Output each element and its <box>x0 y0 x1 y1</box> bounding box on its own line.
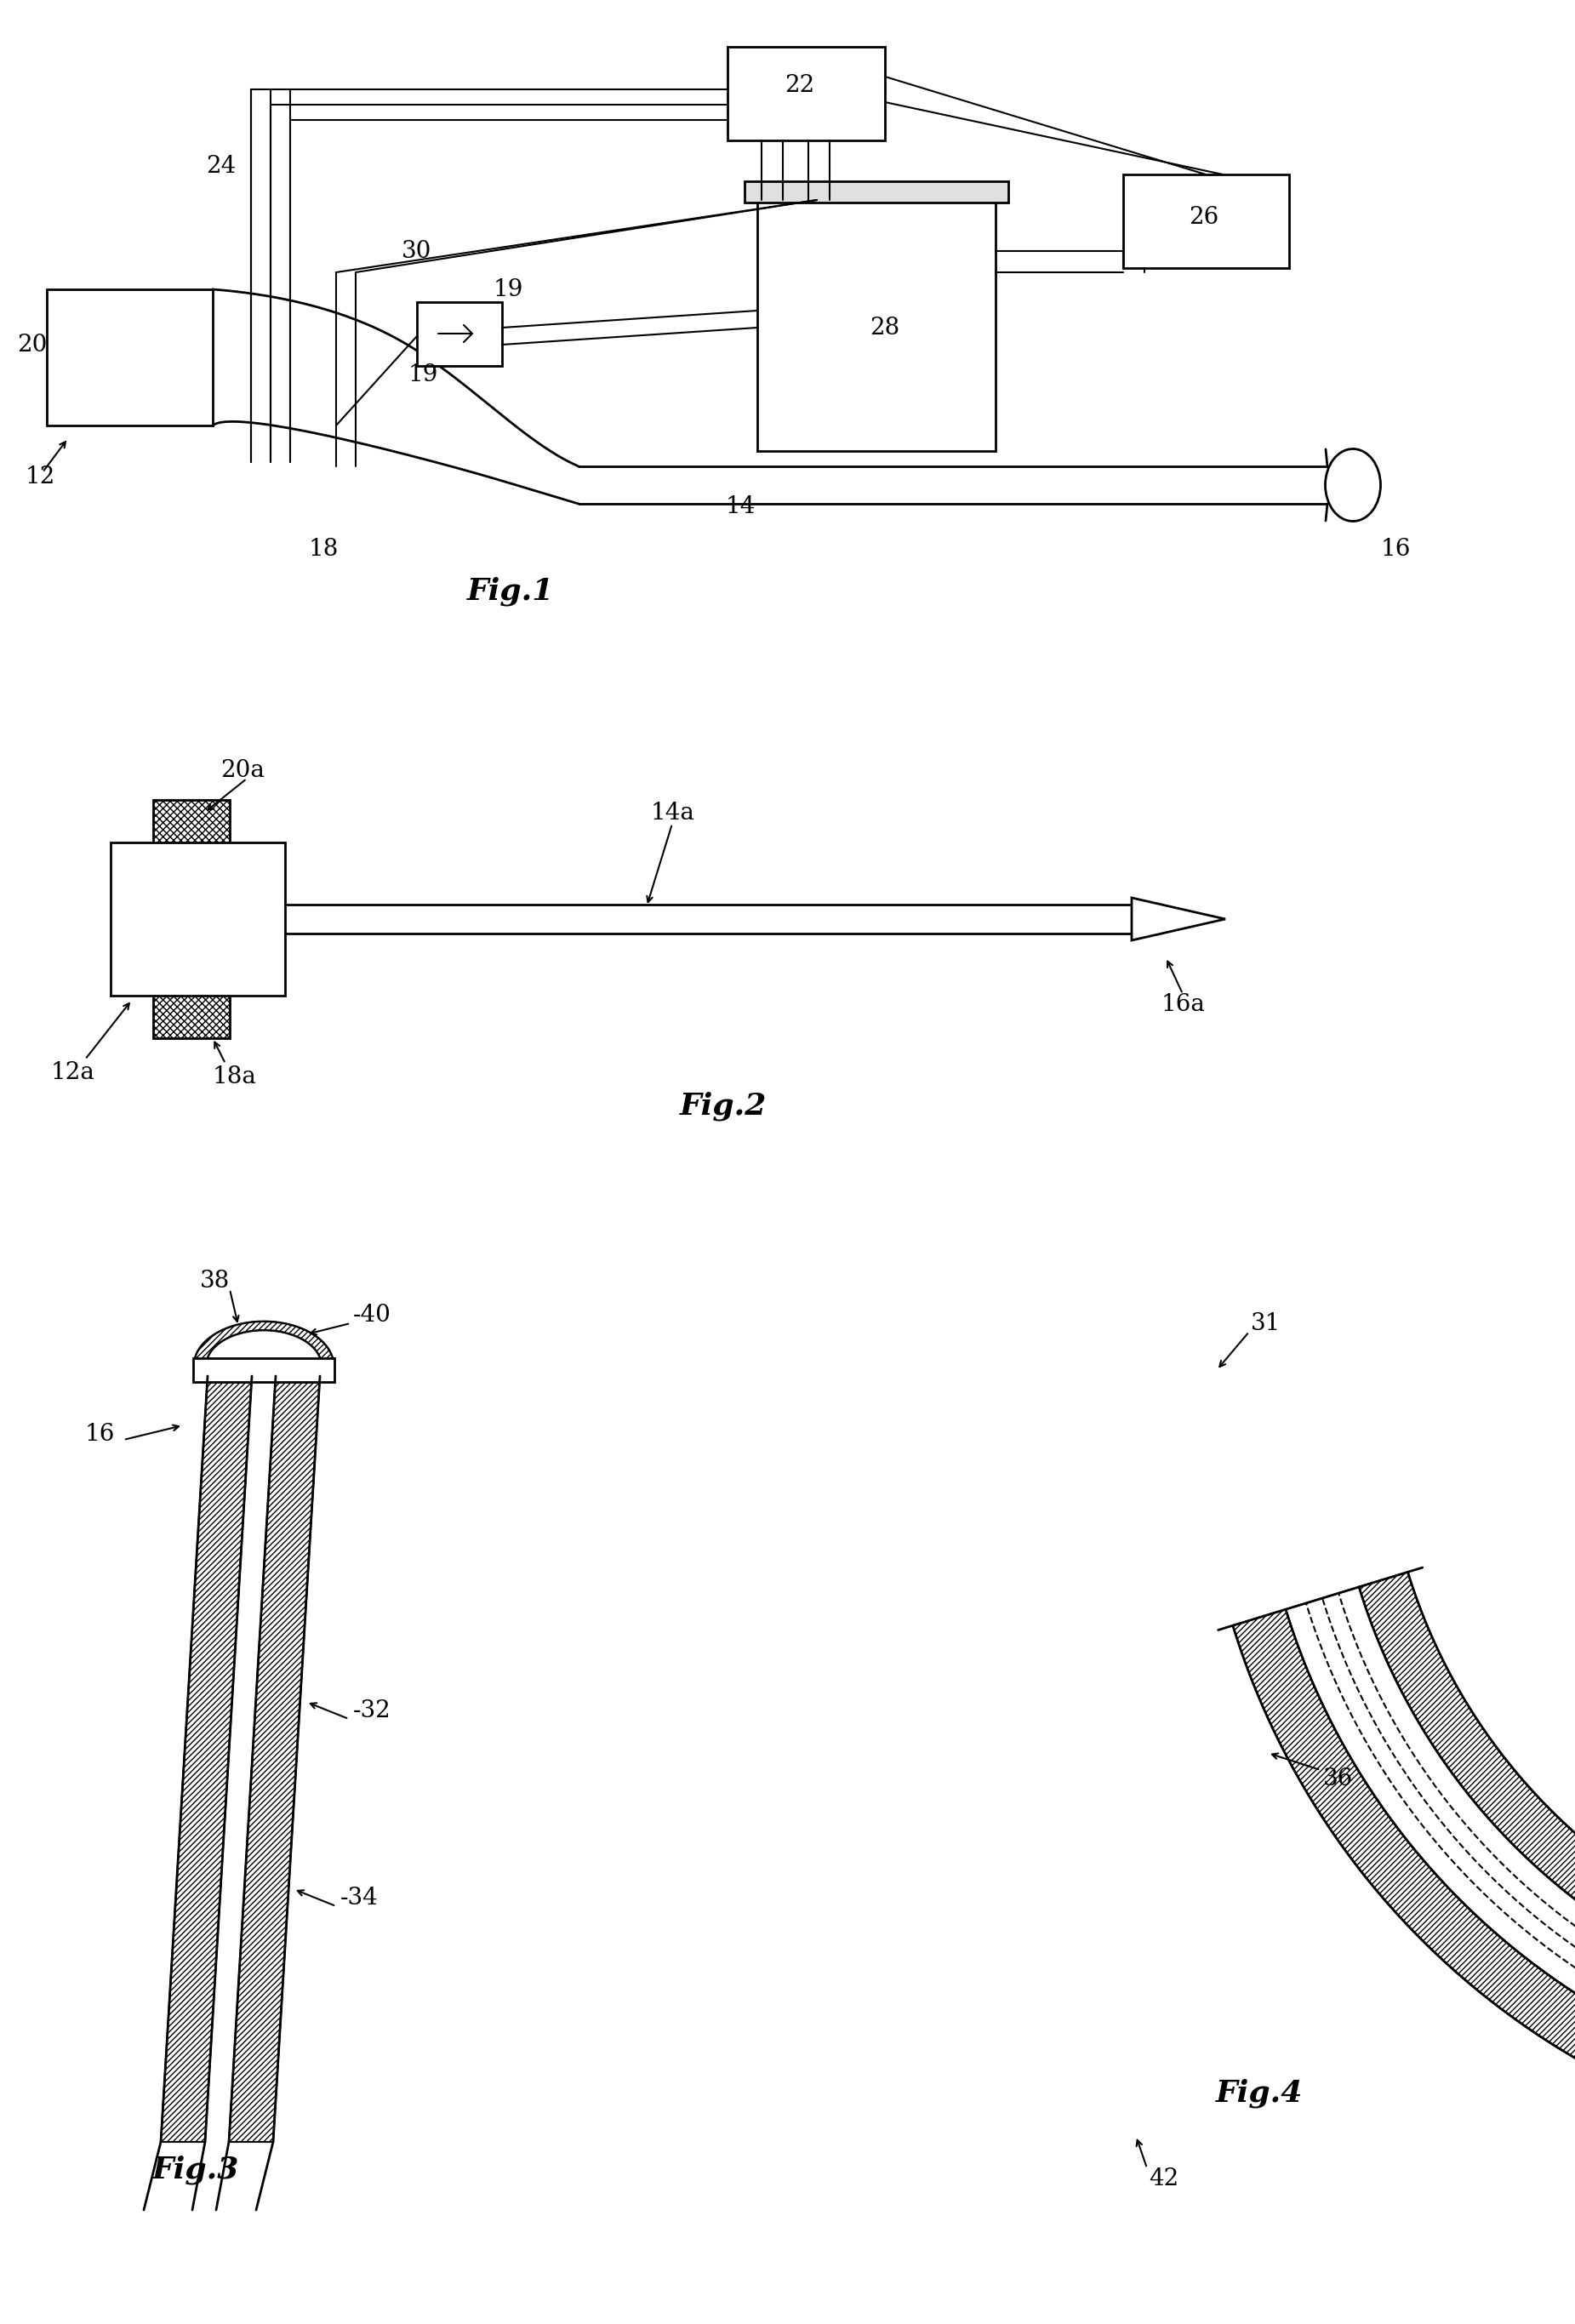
Text: 30: 30 <box>402 239 432 263</box>
Polygon shape <box>1233 1608 1575 2124</box>
Text: 12a: 12a <box>50 1060 94 1083</box>
Text: 19: 19 <box>408 363 438 386</box>
Text: Fig.3: Fig.3 <box>153 2154 239 2185</box>
Bar <box>758 200 995 451</box>
Bar <box>153 799 230 1039</box>
Polygon shape <box>1359 1571 1575 1999</box>
Ellipse shape <box>1325 449 1381 521</box>
Text: 18a: 18a <box>213 1064 257 1088</box>
Text: 16: 16 <box>85 1422 115 1446</box>
Bar <box>745 181 1008 202</box>
Text: -34: -34 <box>340 1887 378 1908</box>
Text: 26: 26 <box>1189 205 1219 228</box>
Text: -32: -32 <box>353 1699 391 1722</box>
Text: 20: 20 <box>17 332 47 356</box>
Text: 22: 22 <box>784 74 814 98</box>
Text: 16a: 16a <box>1161 992 1205 1016</box>
Bar <box>194 1357 334 1383</box>
Text: 38: 38 <box>200 1269 230 1292</box>
Text: 12: 12 <box>25 465 55 488</box>
Text: Fig.4: Fig.4 <box>1216 2078 1303 2108</box>
Text: 18: 18 <box>309 537 339 560</box>
Text: Fig.2: Fig.2 <box>680 1092 767 1120</box>
Text: -40: -40 <box>353 1304 391 1327</box>
Bar <box>1123 174 1288 267</box>
Text: 14a: 14a <box>650 802 695 825</box>
Polygon shape <box>161 1376 252 2143</box>
Polygon shape <box>1132 897 1225 941</box>
Text: 16: 16 <box>1380 537 1411 560</box>
Polygon shape <box>194 1322 334 1367</box>
Text: 24: 24 <box>206 153 236 177</box>
Polygon shape <box>1285 1587 1575 2071</box>
Text: 20a: 20a <box>221 758 265 781</box>
Bar <box>47 288 213 425</box>
Text: 14: 14 <box>724 495 756 518</box>
Text: 31: 31 <box>1251 1311 1280 1334</box>
Text: 19: 19 <box>493 279 523 300</box>
Text: 28: 28 <box>869 316 899 339</box>
Bar <box>417 302 502 365</box>
Polygon shape <box>228 1376 320 2143</box>
Bar <box>110 844 285 995</box>
Text: 36: 36 <box>1323 1766 1353 1789</box>
Text: 42: 42 <box>1148 2166 1178 2189</box>
Bar <box>728 46 885 139</box>
Text: Fig.1: Fig.1 <box>466 576 554 607</box>
